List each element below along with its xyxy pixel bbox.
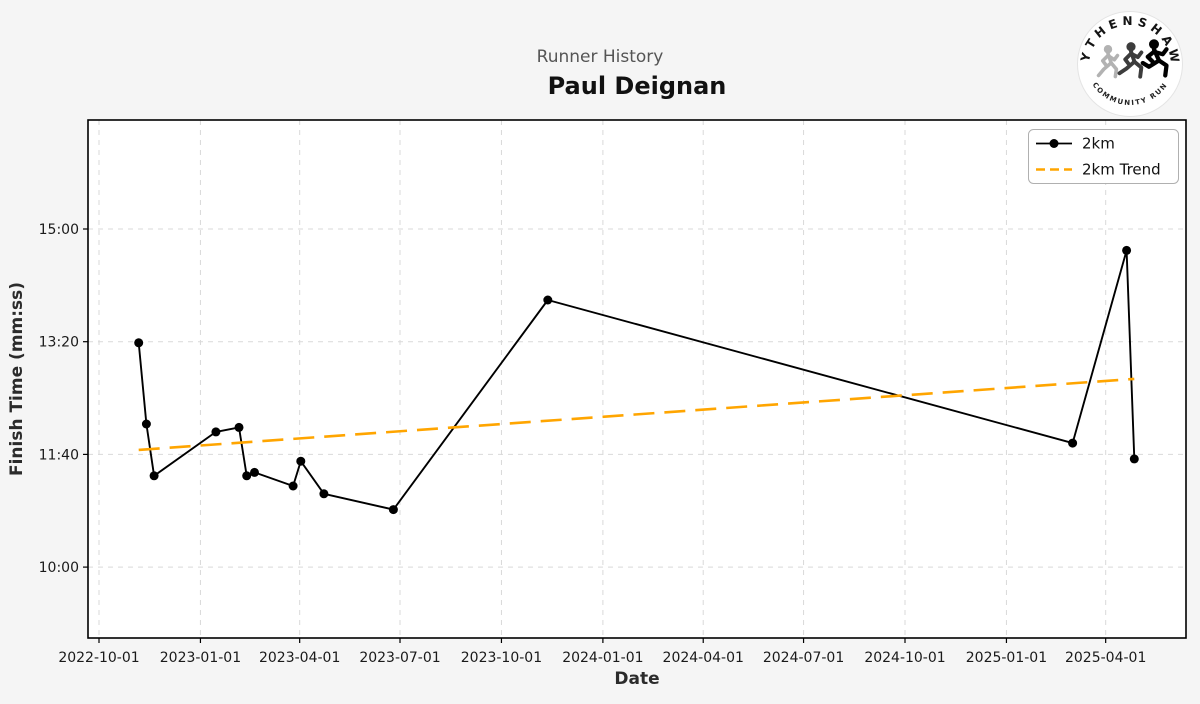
page-title: Paul Deignan [548,72,727,100]
data-point [1068,438,1078,448]
legend: 2km 2km Trend [1028,129,1179,184]
runner-icon-middle [1117,42,1144,79]
y-tick-label: 10:00 [39,560,79,576]
chart-suptitle: Runner History [537,47,664,67]
legend-label-2km: 2km [1082,135,1115,153]
data-point [296,456,306,466]
y-tick-label: 15:00 [39,222,79,238]
data-point [250,467,259,477]
x-tick-label: 2023-10-01 [461,650,542,666]
club-logo: WYTHENSHAWE COMMUNITY RUN [1077,11,1183,117]
data-point [1122,245,1132,255]
x-tick-label: 2024-07-01 [763,650,844,666]
legend-marker-icon [1049,139,1059,148]
data-point [1129,454,1139,464]
x-tick-label: 2023-01-01 [160,650,241,666]
data-point [134,338,144,348]
axis-ticks: 2022-10-01 2023-01-01 2023-04-01 2023-07-01… [39,222,1147,666]
axes-spines [87,119,1187,639]
data-point [288,481,298,491]
data-point [211,427,221,437]
x-tick-label: 2025-04-01 [1065,650,1146,666]
y-tick-label: 13:20 [39,335,79,351]
runner-icon-left [1096,45,1120,79]
data-series-layer [134,245,1139,515]
legend-label-2km-trend: 2km Trend [1082,161,1161,179]
legend-item-2km: 2km [1036,135,1115,153]
data-point [319,489,329,499]
y-tick-label: 11:40 [39,447,79,463]
plot-area [88,120,1186,638]
x-tick-label: 2023-04-01 [259,650,340,666]
trend-line-2km [138,377,1135,452]
legend-item-2km-trend: 2km Trend [1036,161,1161,179]
data-point [141,419,151,429]
data-point [388,505,398,515]
gridlines [88,120,1186,638]
data-point [149,471,159,481]
data-point [543,295,553,305]
runner-icon-right [1140,39,1169,78]
x-axis-label: Date [614,669,659,689]
x-tick-label: 2023-07-01 [359,650,440,666]
x-tick-label: 2024-04-01 [663,650,744,666]
data-point [242,471,252,481]
x-tick-label: 2024-01-01 [562,650,643,666]
y-axis-label: Finish Time (mm:ss) [7,282,27,476]
x-tick-label: 2024-10-01 [864,650,945,666]
data-point [234,422,244,432]
x-tick-label: 2025-01-01 [966,650,1047,666]
x-tick-label: 2022-10-01 [58,650,139,666]
